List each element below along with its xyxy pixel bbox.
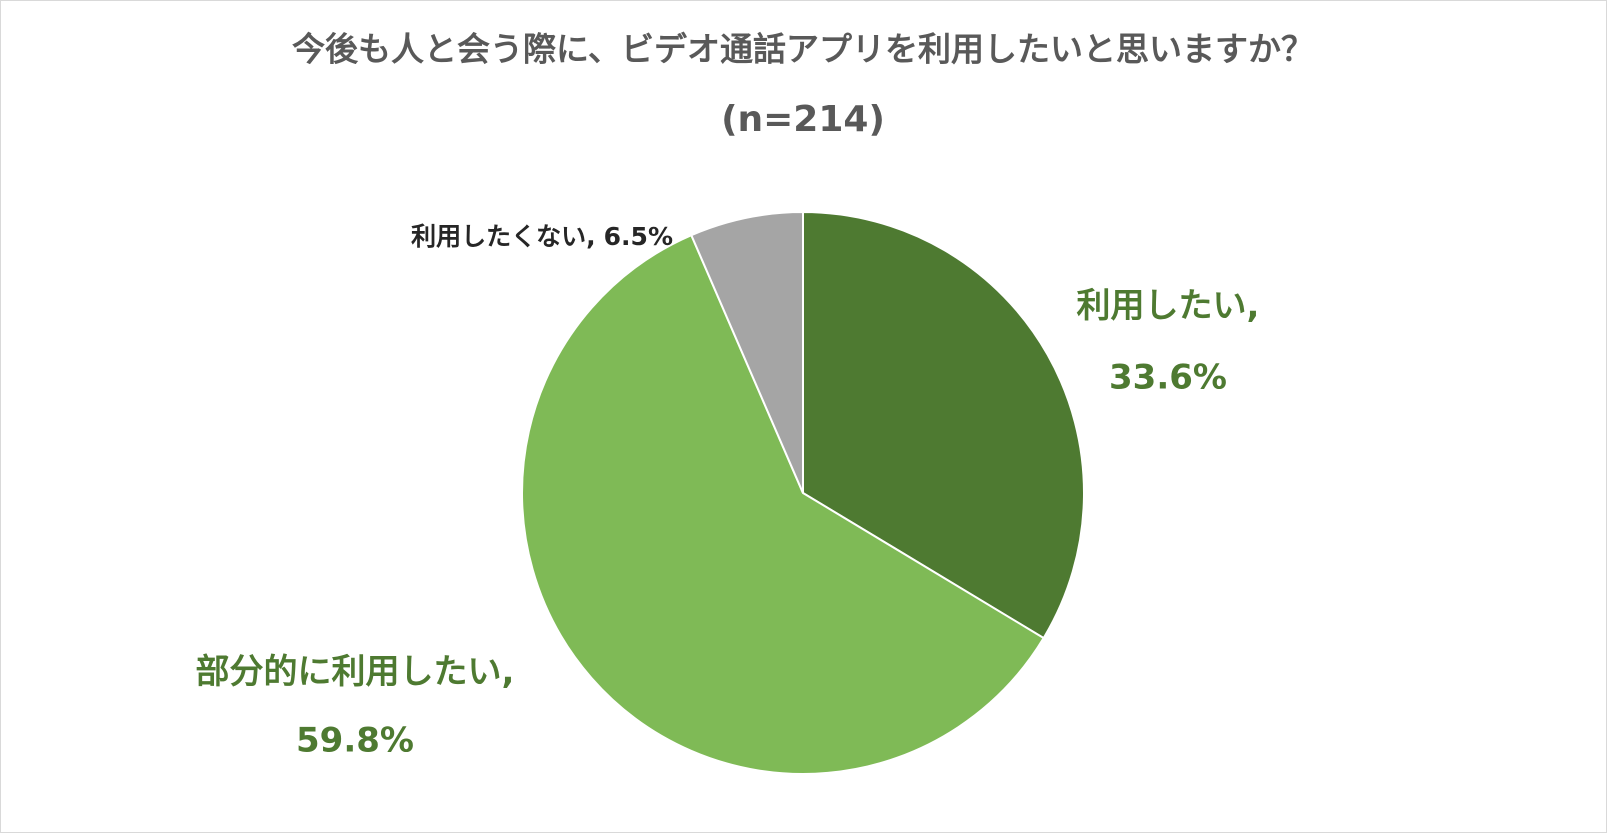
chart-title: 今後も人と会う際に、ビデオ通話アプリを利用したいと思いますか？ [292,30,1314,69]
pie-slice [521,233,1046,775]
category-label: 部分的に利用したい [196,652,502,692]
pie-slice [802,210,1086,640]
data-label: 利用したくない, 6.5% [411,222,673,251]
label-separator: , [502,652,515,692]
value-label: 59.8% [296,721,414,761]
value-label: 6.5% [604,222,673,251]
chart-subtitle: (n=214) [721,99,885,140]
category-label: 利用したくない [411,222,586,251]
data-label: 部分的に利用したい, [196,652,515,692]
value-label: 33.6% [1109,358,1227,398]
pie-slice [689,210,804,494]
label-separator: , [586,222,596,251]
data-label: 利用したい, [1077,286,1260,326]
category-label: 利用したい [1077,286,1247,326]
label-separator: , [1247,286,1260,326]
